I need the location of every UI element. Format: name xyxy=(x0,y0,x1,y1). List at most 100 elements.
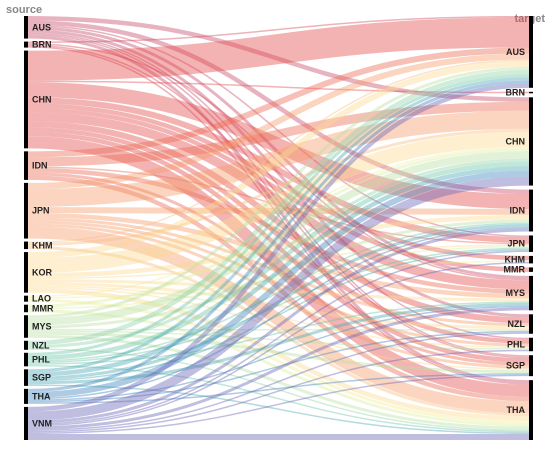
flow-chn-to-tha xyxy=(27,136,530,397)
flow-phl-to-chn xyxy=(27,161,530,361)
flow-layer xyxy=(27,15,530,441)
flow-vnm-to-sgp xyxy=(27,374,530,434)
target-node-jpn[interactable] xyxy=(529,235,533,252)
source-label-lao: LAO xyxy=(32,294,51,304)
source-label-mmr: MMR xyxy=(32,303,54,313)
target-node-mys[interactable] xyxy=(529,275,533,311)
flow-kor-to-aus xyxy=(27,60,530,259)
target-node-chn[interactable] xyxy=(529,97,533,186)
flow-chn-to-mmr xyxy=(27,107,530,272)
flow-idn-to-mys xyxy=(27,167,530,294)
flow-jpn-to-idn xyxy=(27,206,530,216)
target-node-nzl[interactable] xyxy=(529,314,533,334)
source-label-vnm: VNM xyxy=(32,418,52,428)
source-node-phl[interactable] xyxy=(24,352,28,367)
source-label-aus: AUS xyxy=(32,22,51,32)
flow-tha-to-mys xyxy=(27,305,530,401)
target-node-aus[interactable] xyxy=(529,16,533,88)
flow-vnm-to-mys xyxy=(27,307,530,430)
flow-brn-to-tha xyxy=(27,46,530,385)
source-label-chn: CHN xyxy=(32,94,52,104)
source-node-mys[interactable] xyxy=(24,315,28,338)
flow-phl-to-tha xyxy=(27,364,530,433)
target-label-phl: PHL xyxy=(507,339,526,349)
flow-nzl-to-chn xyxy=(27,158,530,349)
source-node-chn[interactable] xyxy=(24,50,28,149)
source-node-vnm[interactable] xyxy=(24,406,28,440)
flow-tha-to-sgp xyxy=(27,373,530,404)
flow-idn-to-tha xyxy=(27,175,530,402)
target-node-sgp[interactable] xyxy=(529,355,533,377)
flow-kor-to-chn xyxy=(27,131,530,274)
source-node-lao[interactable] xyxy=(24,295,28,302)
target-node-brn[interactable] xyxy=(529,91,533,94)
flow-jpn-to-nzl xyxy=(27,217,530,327)
flow-mmr-to-tha xyxy=(27,309,530,427)
source-label-brn: BRN xyxy=(32,40,52,50)
flow-mys-to-tha xyxy=(27,334,530,430)
flow-mys-to-sgp xyxy=(27,331,530,374)
flow-mys-to-idn xyxy=(27,219,530,329)
flow-mys-to-phl xyxy=(27,330,530,350)
target-node-phl[interactable] xyxy=(529,337,533,352)
flow-tha-to-nzl xyxy=(27,330,530,403)
flow-chn-to-nzl xyxy=(27,121,530,324)
flow-lao-to-tha xyxy=(27,298,530,424)
source-label-phl: PHL xyxy=(32,355,51,365)
source-node-aus[interactable] xyxy=(24,16,28,39)
flow-jpn-to-tha xyxy=(27,226,530,414)
flow-lao-to-chn xyxy=(27,146,530,298)
flow-mys-to-nzl xyxy=(27,328,530,331)
target-label-aus: AUS xyxy=(506,47,525,57)
flow-chn-to-idn xyxy=(27,82,530,210)
source-node-sgp[interactable] xyxy=(24,369,28,386)
flow-sgp-to-aus xyxy=(27,77,530,373)
flow-brn-to-mys xyxy=(27,43,530,281)
flow-chn-to-aus xyxy=(27,17,530,81)
flow-sgp-to-chn xyxy=(27,166,530,377)
flow-phl-to-aus xyxy=(27,74,530,356)
flow-kor-to-phl xyxy=(27,285,530,349)
source-node-tha[interactable] xyxy=(24,388,28,404)
source-node-idn[interactable] xyxy=(24,151,28,180)
source-node-nzl[interactable] xyxy=(24,340,28,350)
flow-vnm-to-phl xyxy=(27,349,530,433)
source-node-kor[interactable] xyxy=(24,252,28,293)
flow-khm-to-aus xyxy=(27,59,530,244)
flow-nzl-to-tha xyxy=(27,348,530,432)
flow-tha-to-aus xyxy=(27,80,530,392)
source-node-khm[interactable] xyxy=(24,241,28,250)
flow-brn-to-aus xyxy=(27,15,530,44)
target-label-sgp: SGP xyxy=(506,361,525,371)
flow-kor-to-sgp xyxy=(27,286,530,371)
target-label-tha: THA xyxy=(507,405,526,415)
flow-kor-to-mys xyxy=(27,279,530,302)
flow-aus-to-jpn xyxy=(27,25,530,237)
flow-kor-to-tha xyxy=(27,288,530,421)
flow-idn-to-sgp xyxy=(27,172,530,366)
target-label-mmr: MMR xyxy=(504,265,526,275)
node-layer xyxy=(24,16,533,440)
target-node-idn[interactable] xyxy=(529,189,533,232)
flow-sgp-to-idn xyxy=(27,223,530,380)
source-node-jpn[interactable] xyxy=(24,182,28,239)
source-label-khm: KHM xyxy=(32,240,53,250)
flow-chn-to-khm xyxy=(27,103,530,261)
source-node-brn[interactable] xyxy=(24,41,28,48)
target-node-tha[interactable] xyxy=(529,380,533,440)
target-node-khm[interactable] xyxy=(529,255,533,264)
flow-idn-to-jpn xyxy=(27,166,530,245)
flow-mys-to-aus xyxy=(27,66,530,319)
flow-chn-to-phl xyxy=(27,127,530,344)
flow-chn-to-jpn xyxy=(27,97,530,243)
target-label-brn: BRN xyxy=(506,88,526,98)
flow-jpn-to-mys xyxy=(27,212,530,299)
target-node-mmr[interactable] xyxy=(529,267,533,272)
flow-lao-to-khm xyxy=(27,260,530,299)
source-label-kor: KOR xyxy=(32,267,53,277)
source-node-mmr[interactable] xyxy=(24,304,28,313)
flow-aus-to-idn xyxy=(27,20,530,195)
source-label-tha: THA xyxy=(32,391,51,401)
flow-vnm-to-aus xyxy=(27,83,530,412)
